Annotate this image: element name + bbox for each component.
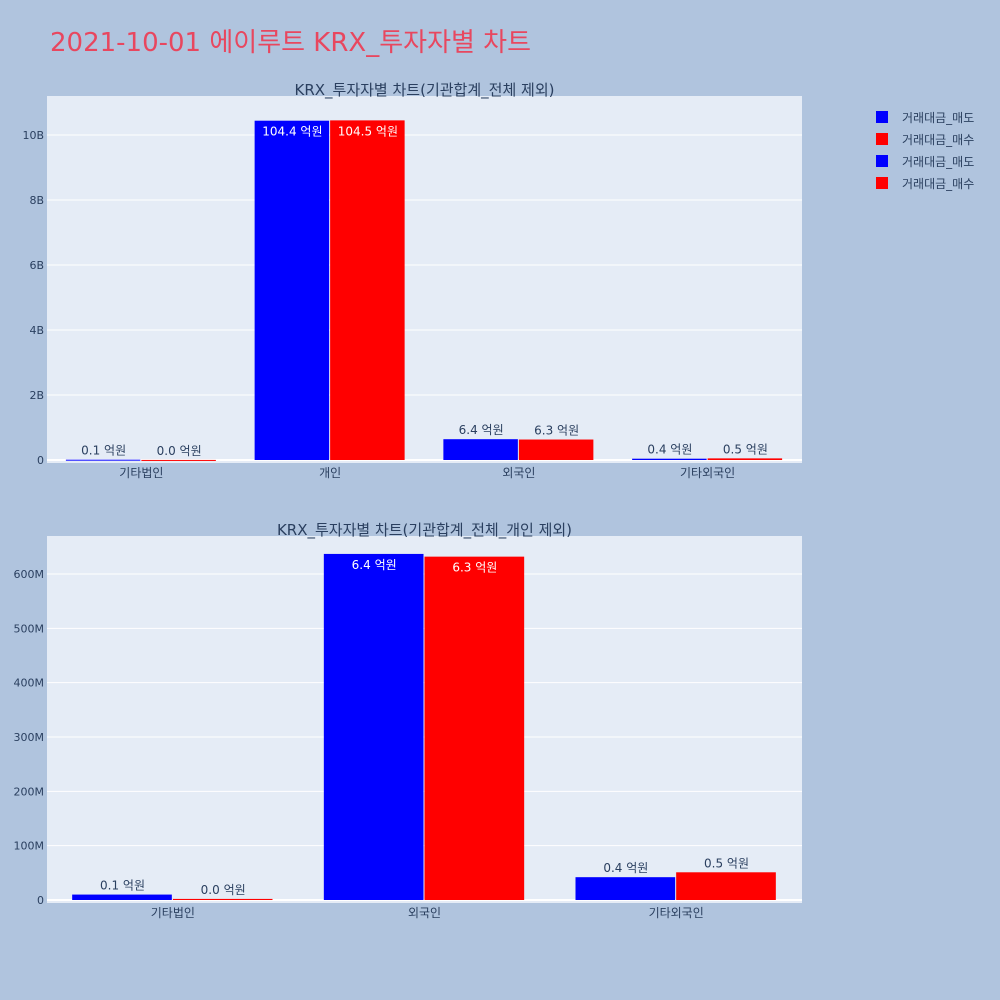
- bar: [172, 898, 273, 900]
- bar: [323, 553, 424, 900]
- legend-item[interactable]: 거래대금_매도: [876, 150, 974, 172]
- x-tick-label: 기타법인: [119, 466, 163, 480]
- bar: [424, 556, 525, 900]
- y-tick-label: 4B: [29, 324, 44, 337]
- y-tick-label: 100M: [14, 840, 45, 853]
- data-label: 6.4 억원: [352, 558, 397, 572]
- y-tick-label: 6B: [29, 259, 44, 272]
- legend-swatch: [876, 155, 888, 167]
- plot-area: [47, 96, 802, 463]
- x-tick-label: 개인: [319, 466, 341, 480]
- y-tick-label: 200M: [14, 785, 45, 798]
- legend-swatch: [876, 111, 888, 123]
- chart-title: KRX_투자자별 차트(기관합계_전체 제외): [295, 81, 555, 100]
- y-tick-label: 300M: [14, 731, 45, 744]
- y-tick-label: 2B: [29, 389, 44, 402]
- bar: [65, 459, 141, 461]
- y-tick-label: 500M: [14, 622, 45, 635]
- y-tick-label: 8B: [29, 194, 44, 207]
- x-tick-label: 외국인: [408, 906, 441, 920]
- bar: [575, 877, 676, 900]
- y-tick-label: 0: [37, 894, 44, 907]
- bar: [518, 439, 594, 460]
- chart-title: KRX_투자자별 차트(기관합계_전체_개인 제외): [277, 521, 572, 540]
- page-title: 2021-10-01 에이루트 KRX_투자자별 차트: [50, 28, 532, 58]
- data-label: 0.0 억원: [201, 883, 246, 897]
- bar: [632, 458, 707, 460]
- legend-label: 거래대금_매도: [902, 110, 975, 125]
- data-label: 104.5 억원: [338, 124, 398, 138]
- data-label: 6.3 억원: [534, 424, 579, 438]
- bar: [676, 872, 776, 900]
- bar: [141, 459, 216, 461]
- legend-item[interactable]: 거래대금_매수: [876, 128, 974, 150]
- legend-swatch: [876, 177, 888, 189]
- legend-label: 거래대금_매수: [902, 132, 975, 147]
- data-label: 0.4 억원: [603, 861, 648, 875]
- legend-item[interactable]: 거래대금_매수: [876, 172, 974, 194]
- data-label: 0.4 억원: [647, 443, 692, 457]
- x-tick-label: 외국인: [502, 466, 535, 480]
- y-tick-label: 10B: [22, 129, 44, 142]
- x-tick-label: 기타법인: [151, 906, 195, 920]
- bar: [330, 120, 405, 460]
- data-label: 0.5 억원: [723, 442, 768, 456]
- legend-label: 거래대금_매도: [902, 154, 975, 169]
- data-label: 6.3 억원: [452, 561, 497, 575]
- legend-item[interactable]: 거래대금_매도: [876, 106, 974, 128]
- data-label: 0.0 억원: [157, 444, 202, 458]
- y-tick-label: 600M: [14, 568, 45, 581]
- data-label: 6.4 억원: [459, 423, 504, 437]
- bar: [254, 120, 330, 460]
- y-tick-label: 0: [37, 454, 44, 467]
- data-label: 0.1 억원: [81, 444, 126, 458]
- x-tick-label: 기타외국인: [649, 906, 704, 920]
- x-tick-label: 기타외국인: [680, 466, 735, 480]
- legend-swatch: [876, 133, 888, 145]
- y-tick-label: 400M: [14, 677, 45, 690]
- legend-label: 거래대금_매수: [902, 176, 975, 191]
- data-label: 0.1 억원: [100, 879, 145, 893]
- bar: [707, 458, 783, 460]
- data-label: 0.5 억원: [704, 856, 749, 870]
- bar: [443, 439, 518, 460]
- data-label: 104.4 억원: [262, 125, 322, 139]
- legend: 거래대금_매도 거래대금_매수 거래대금_매도 거래대금_매수: [876, 106, 974, 194]
- bar: [72, 894, 172, 900]
